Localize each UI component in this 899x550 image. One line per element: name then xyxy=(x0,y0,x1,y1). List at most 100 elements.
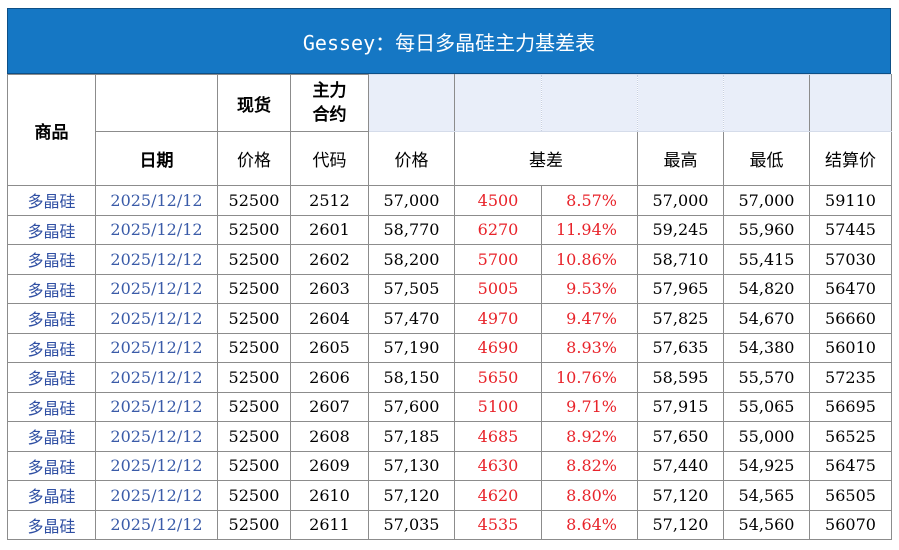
cell-date: 2025/12/12 xyxy=(95,509,218,540)
cell-basis: 4690 xyxy=(454,332,542,363)
cell-contract-code: 2603 xyxy=(290,273,369,304)
cell-contract-price: 57,185 xyxy=(368,421,455,452)
header-main-contract: 主力 合约 xyxy=(290,74,369,132)
cell-basis: 4685 xyxy=(454,421,542,452)
cell-contract-code: 2607 xyxy=(290,391,369,422)
cell-spot-price: 52500 xyxy=(217,273,291,304)
table-row: 多晶硅 2025/12/12 52500 2603 57,505 5005 9.53% 57,… xyxy=(7,273,892,304)
cell-high: 57,000 xyxy=(637,185,724,216)
cell-contract-code: 2605 xyxy=(290,332,369,363)
cell-contract-code: 2601 xyxy=(290,214,369,245)
basis-table: 商品 现货 主力 合约 日期 价格 代码 价格 基差 最高 最低 结算价 多晶硅… xyxy=(7,74,892,540)
cell-date: 2025/12/12 xyxy=(95,391,218,422)
cell-basis-percent: 11.94% xyxy=(541,214,638,245)
table-row: 多晶硅 2025/12/12 52500 2604 57,470 4970 9.47% 57,… xyxy=(7,303,892,334)
cell-product-name: 多晶硅 xyxy=(7,303,96,334)
cell-basis-percent: 9.71% xyxy=(541,391,638,422)
cell-basis-percent: 8.57% xyxy=(541,185,638,216)
header-price: 价格 xyxy=(217,131,291,186)
cell-product-name: 多晶硅 xyxy=(7,214,96,245)
table-row: 多晶硅 2025/12/12 52500 2601 58,770 6270 11.94% 59… xyxy=(7,214,892,245)
table-row: 多晶硅 2025/12/12 52500 2611 57,035 4535 8.64% 57,… xyxy=(7,509,892,540)
cell-date: 2025/12/12 xyxy=(95,303,218,334)
table-row: 多晶硅 2025/12/12 52500 2610 57,120 4620 8.80% 57,… xyxy=(7,480,892,511)
table-row: 多晶硅 2025/12/12 52500 2606 58,150 5650 10.76% 58… xyxy=(7,362,892,393)
cell-contract-price: 58,770 xyxy=(368,214,455,245)
cell-date: 2025/12/12 xyxy=(95,362,218,393)
cell-product-name: 多晶硅 xyxy=(7,332,96,363)
cell-settle: 57030 xyxy=(809,244,892,275)
cell-contract-code: 2602 xyxy=(290,244,369,275)
cell-contract-price: 57,190 xyxy=(368,332,455,363)
cell-settle: 56470 xyxy=(809,273,892,304)
cell-date: 2025/12/12 xyxy=(95,244,218,275)
cell-spot-price: 52500 xyxy=(217,214,291,245)
header-main-contract-line2: 合约 xyxy=(312,105,347,125)
cell-contract-price: 57,600 xyxy=(368,391,455,422)
header-code: 代码 xyxy=(290,131,369,186)
cell-product-name: 多晶硅 xyxy=(7,421,96,452)
cell-contract-code: 2604 xyxy=(290,303,369,334)
cell-contract-code: 2609 xyxy=(290,450,369,481)
cell-date: 2025/12/12 xyxy=(95,332,218,363)
cell-contract-code: 2610 xyxy=(290,480,369,511)
header-date: 日期 xyxy=(95,131,218,186)
cell-contract-price: 57,035 xyxy=(368,509,455,540)
table-row: 多晶硅 2025/12/12 52500 2609 57,130 4630 8.82% 57,… xyxy=(7,450,892,481)
cell-low: 54,925 xyxy=(723,450,810,481)
header-product: 商品 xyxy=(7,74,96,186)
cell-high: 58,595 xyxy=(637,362,724,393)
cell-low: 54,670 xyxy=(723,303,810,334)
cell-product-name: 多晶硅 xyxy=(7,450,96,481)
cell-low: 57,000 xyxy=(723,185,810,216)
cell-spot-price: 52500 xyxy=(217,450,291,481)
cell-high: 57,650 xyxy=(637,421,724,452)
header-main-contract-line1: 主力 xyxy=(312,81,347,101)
cell-settle: 57445 xyxy=(809,214,892,245)
header-pale-cell xyxy=(637,74,724,132)
header-pale-cell xyxy=(809,74,892,132)
cell-basis: 4620 xyxy=(454,480,542,511)
table-body: 多晶硅 2025/12/12 52500 2512 57,000 4500 8.57% 57,… xyxy=(7,185,892,540)
cell-spot-price: 52500 xyxy=(217,480,291,511)
cell-basis: 5005 xyxy=(454,273,542,304)
cell-low: 55,570 xyxy=(723,362,810,393)
cell-low: 54,565 xyxy=(723,480,810,511)
header-blank xyxy=(95,74,218,132)
cell-product-name: 多晶硅 xyxy=(7,185,96,216)
cell-product-name: 多晶硅 xyxy=(7,362,96,393)
cell-contract-price: 58,150 xyxy=(368,362,455,393)
cell-basis: 5650 xyxy=(454,362,542,393)
table-row: 多晶硅 2025/12/12 52500 2605 57,190 4690 8.93% 57,… xyxy=(7,332,892,363)
header-pale-cell xyxy=(541,74,638,132)
table-row: 多晶硅 2025/12/12 52500 2608 57,185 4685 8.92% 57,… xyxy=(7,421,892,452)
cell-basis-percent: 8.93% xyxy=(541,332,638,363)
cell-spot-price: 52500 xyxy=(217,509,291,540)
cell-high: 57,915 xyxy=(637,391,724,422)
cell-contract-price: 58,200 xyxy=(368,244,455,275)
cell-high: 59,245 xyxy=(637,214,724,245)
cell-contract-code: 2608 xyxy=(290,421,369,452)
cell-date: 2025/12/12 xyxy=(95,421,218,452)
header-low: 最低 xyxy=(723,131,810,186)
cell-basis-percent: 8.92% xyxy=(541,421,638,452)
header-high: 最高 xyxy=(637,131,724,186)
table-row: 多晶硅 2025/12/12 52500 2512 57,000 4500 8.57% 57,… xyxy=(7,185,892,216)
cell-contract-price: 57,130 xyxy=(368,450,455,481)
cell-basis-percent: 9.53% xyxy=(541,273,638,304)
cell-basis: 4500 xyxy=(454,185,542,216)
cell-spot-price: 52500 xyxy=(217,421,291,452)
cell-product-name: 多晶硅 xyxy=(7,244,96,275)
cell-low: 54,560 xyxy=(723,509,810,540)
header-pale-cell xyxy=(454,74,542,132)
header-pale-cell xyxy=(368,74,455,132)
cell-low: 55,415 xyxy=(723,244,810,275)
header-spot: 现货 xyxy=(217,74,291,132)
cell-basis: 4630 xyxy=(454,450,542,481)
cell-high: 58,710 xyxy=(637,244,724,275)
cell-spot-price: 52500 xyxy=(217,391,291,422)
cell-high: 57,965 xyxy=(637,273,724,304)
cell-settle: 56010 xyxy=(809,332,892,363)
cell-basis: 4535 xyxy=(454,509,542,540)
cell-low: 54,380 xyxy=(723,332,810,363)
